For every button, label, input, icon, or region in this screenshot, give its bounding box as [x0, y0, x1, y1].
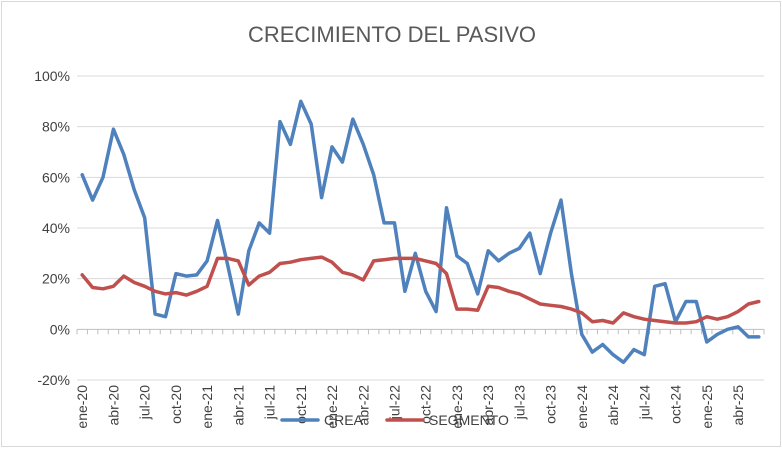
series-line-segmento	[80, 255, 761, 325]
x-tick-label: ene-23	[449, 385, 465, 429]
x-tick-label: ene-24	[574, 385, 590, 429]
y-tick-label: 0%	[50, 321, 70, 337]
x-tick-label: abr-20	[105, 385, 121, 426]
x-tick-label: abr-22	[355, 385, 371, 426]
x-tick-label: oct-22	[418, 385, 434, 424]
x-tick-label: oct-24	[668, 385, 684, 424]
legend-label: CREA	[324, 412, 364, 428]
x-tick-label: jul-20	[137, 385, 153, 420]
x-tick-label: jul-21	[262, 385, 278, 420]
y-tick-label: 40%	[42, 220, 70, 236]
x-tick-label: ene-21	[199, 385, 215, 429]
series-lines	[80, 99, 761, 365]
x-axis: ene-20 abr-20 jul-20 oct-20 ene-21 abr-21 jul-…	[74, 328, 765, 429]
x-tick-label: abr-25	[730, 385, 746, 426]
y-axis-tick-labels: 100% 80% 60% 40% 20% 0% -20%	[34, 68, 70, 388]
y-tick-label: 60%	[42, 169, 70, 185]
x-tick-label: abr-23	[480, 385, 496, 426]
x-tick-label: jul-22	[386, 385, 402, 420]
x-tick-label: oct-23	[543, 385, 559, 424]
legend: CREA SEGMENTO	[280, 412, 509, 428]
legend-label: SEGMENTO	[429, 412, 509, 428]
x-tick-label: jul-24	[636, 385, 652, 420]
chart-title: CRECIMIENTO DEL PASIVO	[248, 22, 536, 47]
x-tick-label: abr-24	[605, 385, 621, 426]
x-tick-label: abr-21	[230, 385, 246, 426]
x-tick-label: oct-20	[168, 385, 184, 424]
y-tick-label: -20%	[37, 372, 70, 388]
gridlines	[77, 75, 764, 381]
y-tick-label: 100%	[34, 68, 70, 84]
y-tick-label: 20%	[42, 271, 70, 287]
y-tick-label: 80%	[42, 119, 70, 135]
x-tick-label: ene-20	[74, 385, 90, 429]
x-tick-label: oct-21	[293, 385, 309, 424]
series-line-crea	[80, 99, 761, 365]
x-tick-label: ene-22	[324, 385, 340, 429]
x-tick-label: jul-23	[511, 385, 527, 420]
x-tick-label: ene-25	[699, 385, 715, 429]
